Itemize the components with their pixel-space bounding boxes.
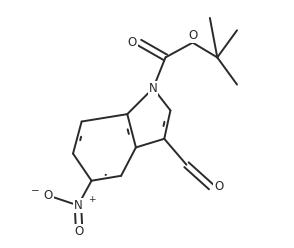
Text: O: O: [44, 189, 53, 202]
Text: O: O: [75, 225, 84, 238]
Text: N: N: [149, 82, 158, 95]
Text: O: O: [214, 180, 223, 193]
Text: O: O: [188, 29, 197, 42]
Text: −: −: [30, 186, 39, 196]
Text: N: N: [74, 199, 82, 212]
Text: O: O: [128, 36, 137, 49]
Text: +: +: [88, 195, 95, 204]
